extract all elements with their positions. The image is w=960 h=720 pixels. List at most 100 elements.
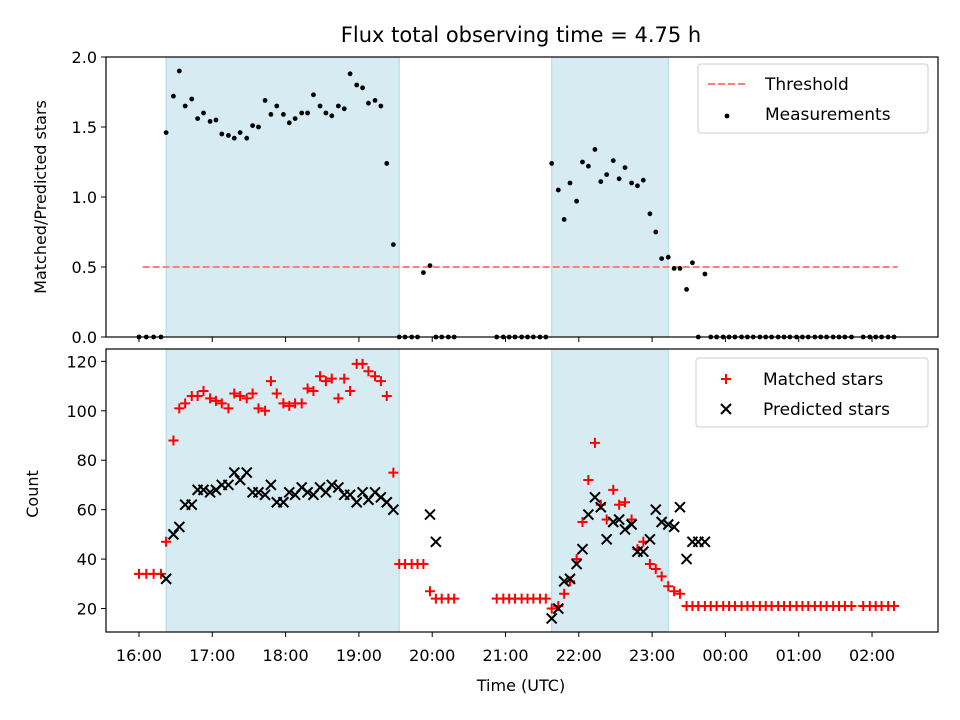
predicted-star-point xyxy=(595,501,607,513)
bottom-shading xyxy=(165,348,669,633)
measurement-point xyxy=(653,229,659,235)
measurement-point xyxy=(292,116,298,121)
predicted-star-point xyxy=(558,575,570,588)
ytick-label: 1.0 xyxy=(72,188,97,207)
matched-star-point xyxy=(235,390,246,401)
top-shading xyxy=(165,56,669,338)
measurement-point xyxy=(250,123,256,128)
measurement-point xyxy=(213,117,219,123)
matched-star-point xyxy=(388,467,399,478)
measurement-point xyxy=(421,270,426,275)
matched-star-point xyxy=(260,405,271,416)
matched-star-point xyxy=(198,386,209,397)
matched-star-point xyxy=(663,581,674,592)
predicted-star-point xyxy=(637,545,650,558)
matched-star-point xyxy=(168,435,179,446)
xtick-label: 00:00 xyxy=(702,646,748,665)
matched-star-point xyxy=(155,568,166,579)
measurement-point xyxy=(580,159,585,165)
matched-star-point xyxy=(583,474,594,485)
predicted-legend-marker xyxy=(720,403,732,415)
bottom-yticks: 20 40 60 80 100 120 xyxy=(66,352,106,619)
measurement-point xyxy=(335,103,341,109)
matched-star-point xyxy=(449,593,460,604)
matched-star-point xyxy=(425,586,436,597)
measurement-point xyxy=(549,161,555,166)
top-ratio-panel: 0.00.51.01.52.0 Matched/Predicted stars … xyxy=(31,48,939,347)
bottom-plot-content xyxy=(133,358,900,625)
measurement-point xyxy=(274,103,280,109)
matched-star-point xyxy=(308,386,319,397)
ytick-label: 20 xyxy=(77,600,97,619)
measurement-point xyxy=(329,113,335,119)
predicted-star-point xyxy=(241,466,253,479)
matched-star-point xyxy=(284,400,295,411)
measurement-point xyxy=(585,163,591,169)
matched-star-point xyxy=(180,398,191,409)
matched-star-point xyxy=(333,393,344,404)
measurement-point xyxy=(360,85,365,91)
ytick-label: 40 xyxy=(77,550,97,569)
matched-star-point xyxy=(265,376,276,387)
measurement-point xyxy=(592,147,598,152)
matched-star-point xyxy=(669,586,680,597)
measurement-point xyxy=(341,106,347,112)
predicted-star-point xyxy=(252,486,265,499)
predicted-star-point xyxy=(283,486,295,499)
matched-star-point xyxy=(296,398,307,409)
matched-star-point xyxy=(345,386,356,397)
matched-star-point xyxy=(540,593,551,604)
predicted-star-point xyxy=(228,466,240,479)
matched-star-point xyxy=(161,536,172,547)
predicted-star-point xyxy=(222,479,235,491)
measurement-point xyxy=(659,256,665,261)
predicted-star-point xyxy=(625,518,638,531)
matched-star-point xyxy=(271,388,282,399)
ytick-label: 2.0 xyxy=(72,48,97,67)
top-yticks: 0.0 0.5 1.0 1.5 2.0 xyxy=(72,48,106,347)
top-legend-box xyxy=(697,63,929,134)
matched-star-point xyxy=(619,497,630,508)
top-xticks xyxy=(138,337,873,342)
matched-star-point xyxy=(223,403,234,414)
measurement-point xyxy=(347,71,353,77)
predicted-star-point xyxy=(167,528,180,541)
matched-star-point xyxy=(650,563,661,574)
measurement-point xyxy=(635,183,640,189)
predicted-star-point xyxy=(699,536,711,548)
matched-star-point xyxy=(229,388,240,399)
predicted-star-point xyxy=(570,558,583,570)
matched-star-point xyxy=(370,371,381,382)
measurement-point xyxy=(684,287,689,292)
measurement-point xyxy=(629,180,634,186)
predicted-star-point xyxy=(545,612,558,625)
predicted-star-point xyxy=(424,508,436,521)
measurement-point xyxy=(372,98,378,103)
x-axis-label: Time (UTC) xyxy=(476,676,565,695)
matched-star-point xyxy=(546,603,557,614)
ytick-label: 0.0 xyxy=(72,328,97,347)
measurement-point xyxy=(231,135,237,141)
predicted-star-point xyxy=(356,486,369,499)
measurement-point xyxy=(671,266,677,271)
matched-star-point xyxy=(418,559,429,570)
matched-star-point xyxy=(253,403,264,414)
xtick-label: 01:00 xyxy=(776,646,822,665)
measurement-point xyxy=(427,263,433,268)
predicted-star-point xyxy=(173,521,186,533)
predicted-star-point xyxy=(197,484,210,496)
measurement-point xyxy=(702,271,708,277)
measurement-point xyxy=(268,112,274,117)
matched-star-point xyxy=(644,559,655,570)
measurement-point xyxy=(598,179,604,185)
measurement-point xyxy=(366,100,371,106)
predicted-star-point xyxy=(265,479,277,491)
measurement-point xyxy=(189,96,195,102)
matched-star-point xyxy=(241,393,252,404)
ytick-label: 0.5 xyxy=(72,258,97,277)
measurement-point xyxy=(622,165,628,171)
matched-star-point xyxy=(192,390,203,401)
xtick-label: 21:00 xyxy=(482,646,528,665)
matched-star-point xyxy=(205,393,216,404)
